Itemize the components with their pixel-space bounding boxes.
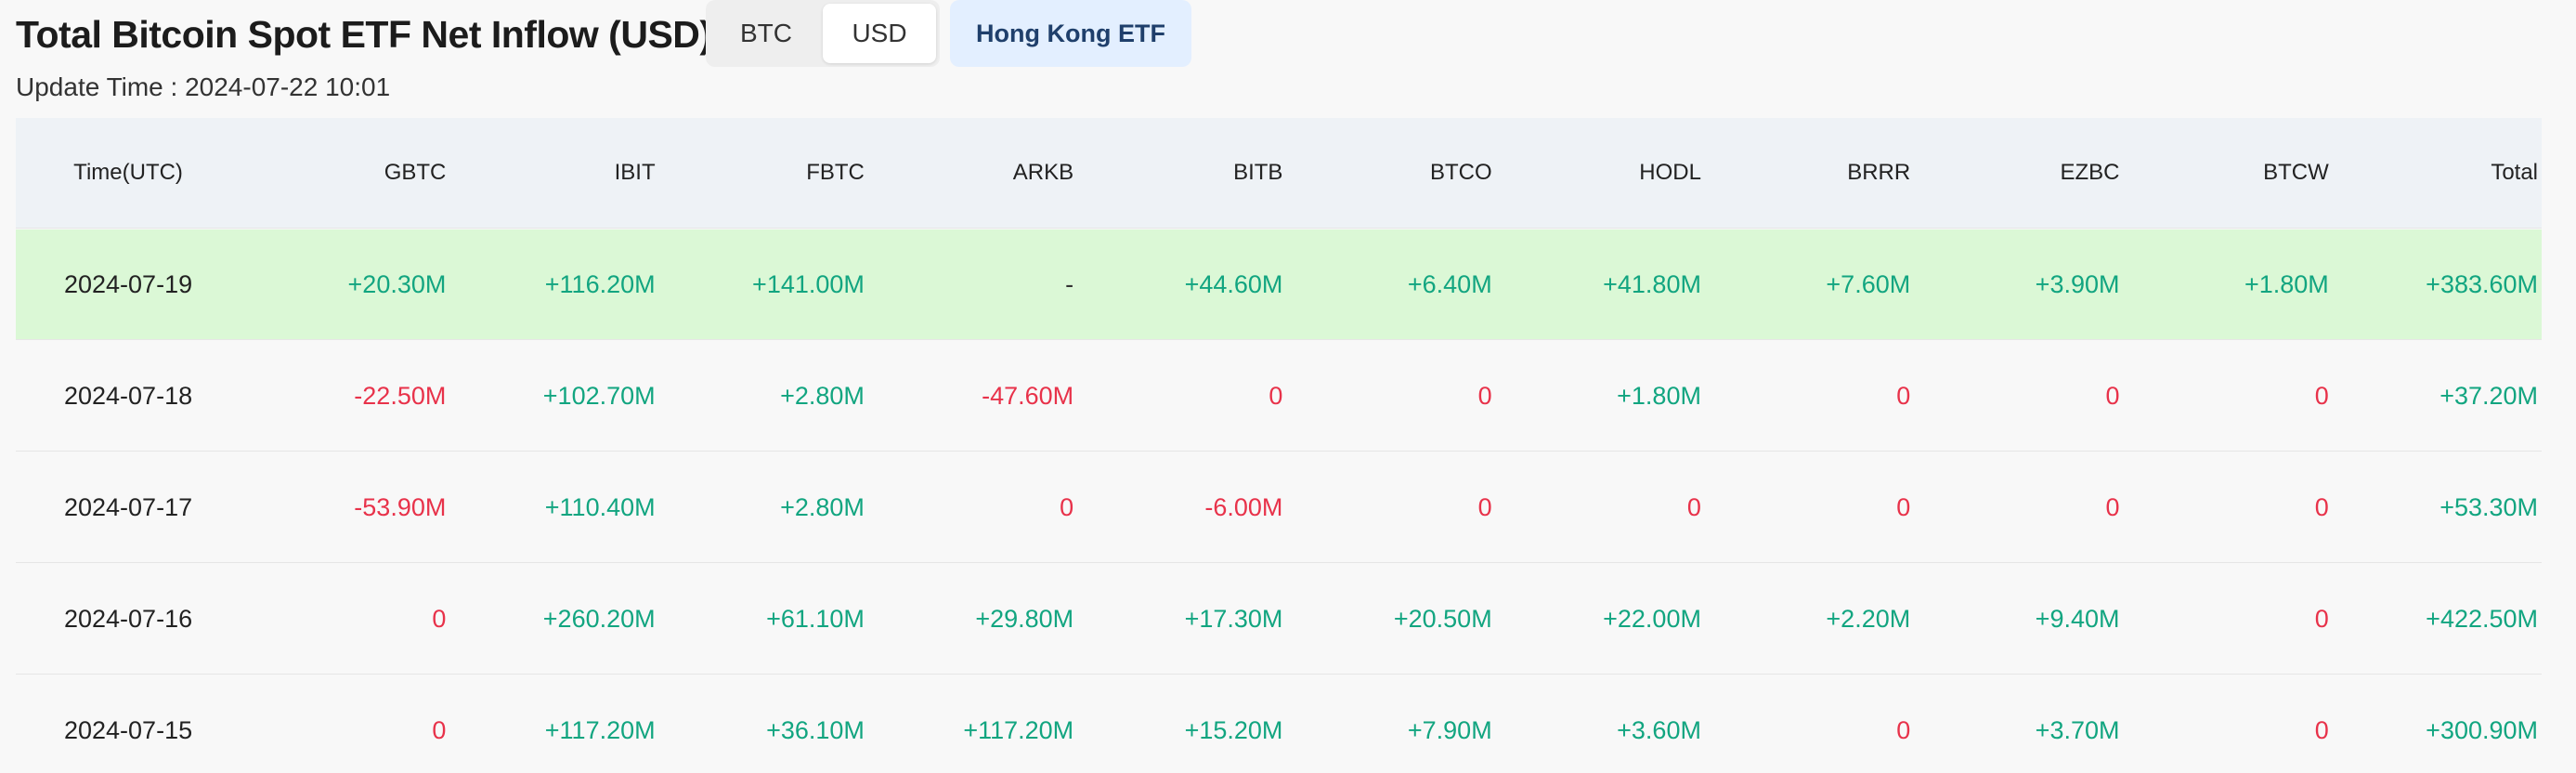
table-cell: +110.40M bbox=[544, 492, 656, 521]
column-header-arkb[interactable]: ARKB bbox=[1012, 160, 1074, 185]
table-cell: +3.60M bbox=[1617, 715, 1701, 744]
hong-kong-etf-button[interactable]: Hong Kong ETF bbox=[950, 0, 1191, 67]
table-cell: 0 bbox=[1686, 492, 1701, 521]
btc-unit-button[interactable]: BTC bbox=[740, 19, 792, 47]
column-header-bitb[interactable]: BITB bbox=[1233, 160, 1283, 185]
table-cell-date: 2024-07-16 bbox=[63, 604, 193, 633]
table-cell: 0 bbox=[2314, 715, 2329, 744]
table-cell: +17.30M bbox=[1184, 604, 1283, 633]
table-cell: 0 bbox=[2314, 604, 2329, 633]
column-header-ibit[interactable]: IBIT bbox=[614, 160, 656, 185]
table-cell-date: 2024-07-19 bbox=[63, 269, 193, 298]
table-cell: 0 bbox=[1896, 381, 1911, 410]
table-cell: +61.10M bbox=[766, 604, 865, 633]
table-cell: -47.60M bbox=[982, 381, 1074, 410]
table-cell: -53.90M bbox=[354, 492, 447, 521]
table-cell: 0 bbox=[2314, 492, 2329, 521]
table-cell: - bbox=[1065, 269, 1074, 298]
table-cell: 0 bbox=[2314, 381, 2329, 410]
column-header-time[interactable]: Time(UTC) bbox=[73, 160, 183, 185]
table-cell-total: +300.90M bbox=[2426, 715, 2539, 744]
table-cell-total: +383.60M bbox=[2426, 269, 2539, 298]
table-cell: +36.10M bbox=[766, 715, 865, 744]
table-cell: +22.00M bbox=[1603, 604, 1701, 633]
table-cell-date: 2024-07-17 bbox=[63, 492, 193, 521]
usd-unit-button[interactable]: USD bbox=[823, 4, 936, 63]
table-cell-date: 2024-07-18 bbox=[63, 381, 193, 410]
column-header-btcw[interactable]: BTCW bbox=[2263, 160, 2329, 185]
unit-toggle: BTC USD bbox=[706, 0, 940, 67]
table-cell: +20.30M bbox=[347, 269, 447, 298]
table-cell-date: 2024-07-15 bbox=[63, 715, 193, 744]
table-cell: 0 bbox=[1477, 492, 1492, 521]
table-cell: +1.80M bbox=[2244, 269, 2329, 298]
column-header-hodl[interactable]: HODL bbox=[1639, 160, 1701, 185]
table-cell: +7.90M bbox=[1407, 715, 1492, 744]
table-cell: 0 bbox=[432, 715, 447, 744]
table-cell: +102.70M bbox=[542, 381, 656, 410]
table-cell: 0 bbox=[2105, 381, 2120, 410]
table-cell-total: +37.20M bbox=[2439, 381, 2539, 410]
table-header-row: Time(UTC) GBTC IBIT FBTC ARKB BITB BTCO … bbox=[16, 118, 2542, 229]
table-cell: +2.80M bbox=[780, 492, 865, 521]
table-cell: -22.50M bbox=[354, 381, 447, 410]
column-header-total[interactable]: Total bbox=[2491, 160, 2539, 185]
table-row: 2024-07-19 +20.30M +116.20M +141.00M - +… bbox=[16, 229, 2542, 340]
table-cell: 0 bbox=[1896, 715, 1911, 744]
table-cell: +44.60M bbox=[1184, 269, 1283, 298]
table-cell: +2.20M bbox=[1826, 604, 1911, 633]
column-header-ezbc[interactable]: EZBC bbox=[2060, 160, 2120, 185]
etf-flow-table: Time(UTC) GBTC IBIT FBTC ARKB BITB BTCO … bbox=[16, 118, 2542, 773]
column-header-gbtc[interactable]: GBTC bbox=[384, 160, 447, 185]
table-cell: +117.20M bbox=[963, 715, 1074, 744]
column-header-btco[interactable]: BTCO bbox=[1430, 160, 1492, 185]
column-header-brrr[interactable]: BRRR bbox=[1847, 160, 1911, 185]
table-cell: +1.80M bbox=[1617, 381, 1701, 410]
table-cell: +3.90M bbox=[2035, 269, 2120, 298]
table-cell: 0 bbox=[1268, 381, 1283, 410]
table-row: 2024-07-15 0 +117.20M +36.10M +117.20M +… bbox=[16, 675, 2542, 773]
table-cell: +29.80M bbox=[975, 604, 1074, 633]
update-time: Update Time : 2024-07-22 10:01 bbox=[16, 72, 391, 101]
table-cell-total: +53.30M bbox=[2439, 492, 2539, 521]
table-cell: +3.70M bbox=[2035, 715, 2120, 744]
table-cell: +260.20M bbox=[542, 604, 656, 633]
table-cell: +15.20M bbox=[1184, 715, 1283, 744]
table-row: 2024-07-17 -53.90M +110.40M +2.80M 0 -6.… bbox=[16, 452, 2542, 563]
column-header-fbtc[interactable]: FBTC bbox=[806, 160, 865, 185]
table-cell: +9.40M bbox=[2035, 604, 2120, 633]
table-cell: +41.80M bbox=[1603, 269, 1701, 298]
page-header: Total Bitcoin Spot ETF Net Inflow (USD) bbox=[16, 0, 712, 69]
table-cell: 0 bbox=[1896, 492, 1911, 521]
table-cell: +141.00M bbox=[752, 269, 865, 298]
table-cell: 0 bbox=[1060, 492, 1074, 521]
page-title: Total Bitcoin Spot ETF Net Inflow (USD) bbox=[16, 12, 712, 56]
table-cell: +116.20M bbox=[544, 269, 656, 298]
table-cell: 0 bbox=[432, 604, 447, 633]
table-cell: +2.80M bbox=[780, 381, 865, 410]
table-cell: -6.00M bbox=[1204, 492, 1283, 521]
table-cell: +7.60M bbox=[1826, 269, 1911, 298]
table-cell: 0 bbox=[1477, 381, 1492, 410]
table-cell: +117.20M bbox=[544, 715, 656, 744]
table-cell: +20.50M bbox=[1393, 604, 1492, 633]
table-row: 2024-07-16 0 +260.20M +61.10M +29.80M +1… bbox=[16, 564, 2542, 675]
table-row: 2024-07-18 -22.50M +102.70M +2.80M -47.6… bbox=[16, 341, 2542, 452]
table-cell-total: +422.50M bbox=[2426, 604, 2539, 633]
table-cell: 0 bbox=[2105, 492, 2120, 521]
table-cell: +6.40M bbox=[1407, 269, 1492, 298]
